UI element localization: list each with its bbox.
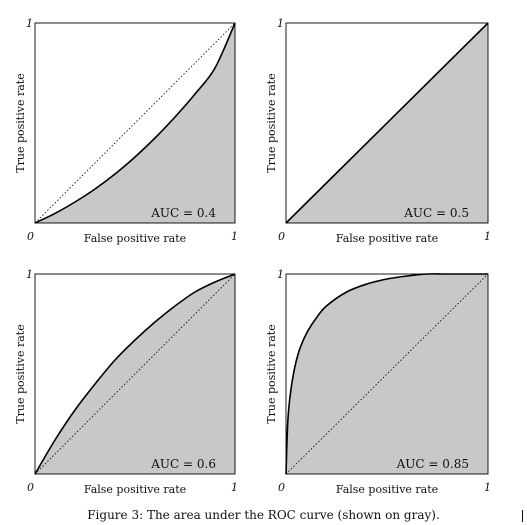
y-tick-label-1: 1 <box>26 268 33 281</box>
auc-annotation: AUC = 0.4 <box>150 206 216 220</box>
x-tick-label-0: 0 <box>278 230 285 243</box>
y-tick-label-1: 1 <box>277 268 284 281</box>
figure-caption: Figure 3: The area under the ROC curve (… <box>87 508 440 522</box>
y-axis-label: True positive rate <box>265 73 278 172</box>
y-tick-label-1: 1 <box>277 17 284 30</box>
x-tick-label-0: 0 <box>278 481 285 494</box>
roc-curve <box>34 22 236 224</box>
plot-frame <box>285 22 489 224</box>
x-tick-label-1: 1 <box>484 230 491 243</box>
x-axis-label: False positive rate <box>336 483 438 496</box>
x-axis-label: False positive rate <box>84 232 186 245</box>
auc-annotation: AUC = 0.6 <box>150 457 216 471</box>
roc-curve <box>285 22 489 224</box>
roc-panel-4: 0 1 1 False positive rate True positive rate… <box>265 268 491 496</box>
x-axis-label: False positive rate <box>336 232 438 245</box>
x-tick-label-0: 0 <box>27 230 34 243</box>
roc-panel-1: 0 1 1 False positive rate True positive rate… <box>14 17 238 245</box>
roc-curve <box>285 273 488 475</box>
y-axis-label: True positive rate <box>14 324 27 423</box>
x-axis-label: False positive rate <box>84 483 186 496</box>
chance-diagonal <box>34 273 236 475</box>
chance-diagonal <box>34 22 236 224</box>
y-axis-label: True positive rate <box>14 73 27 172</box>
y-axis-label: True positive rate <box>265 324 278 423</box>
edge-mark <box>522 510 523 522</box>
plot-frame <box>34 273 236 475</box>
auc-annotation: AUC = 0.85 <box>396 457 469 471</box>
plot-frame <box>34 22 236 224</box>
auc-annotation: AUC = 0.5 <box>403 206 469 220</box>
x-tick-label-0: 0 <box>27 481 34 494</box>
plot-frame <box>285 273 489 475</box>
roc-panel-3: 0 1 1 False positive rate True positive rate… <box>14 268 238 496</box>
x-tick-label-1: 1 <box>231 481 238 494</box>
auc-shaded-area <box>35 23 235 223</box>
x-tick-label-1: 1 <box>231 230 238 243</box>
roc-panel-2: 0 1 1 False positive rate True positive rate… <box>265 17 491 245</box>
x-tick-label-1: 1 <box>484 481 491 494</box>
roc-curve <box>34 273 236 475</box>
y-tick-label-1: 1 <box>26 17 33 30</box>
